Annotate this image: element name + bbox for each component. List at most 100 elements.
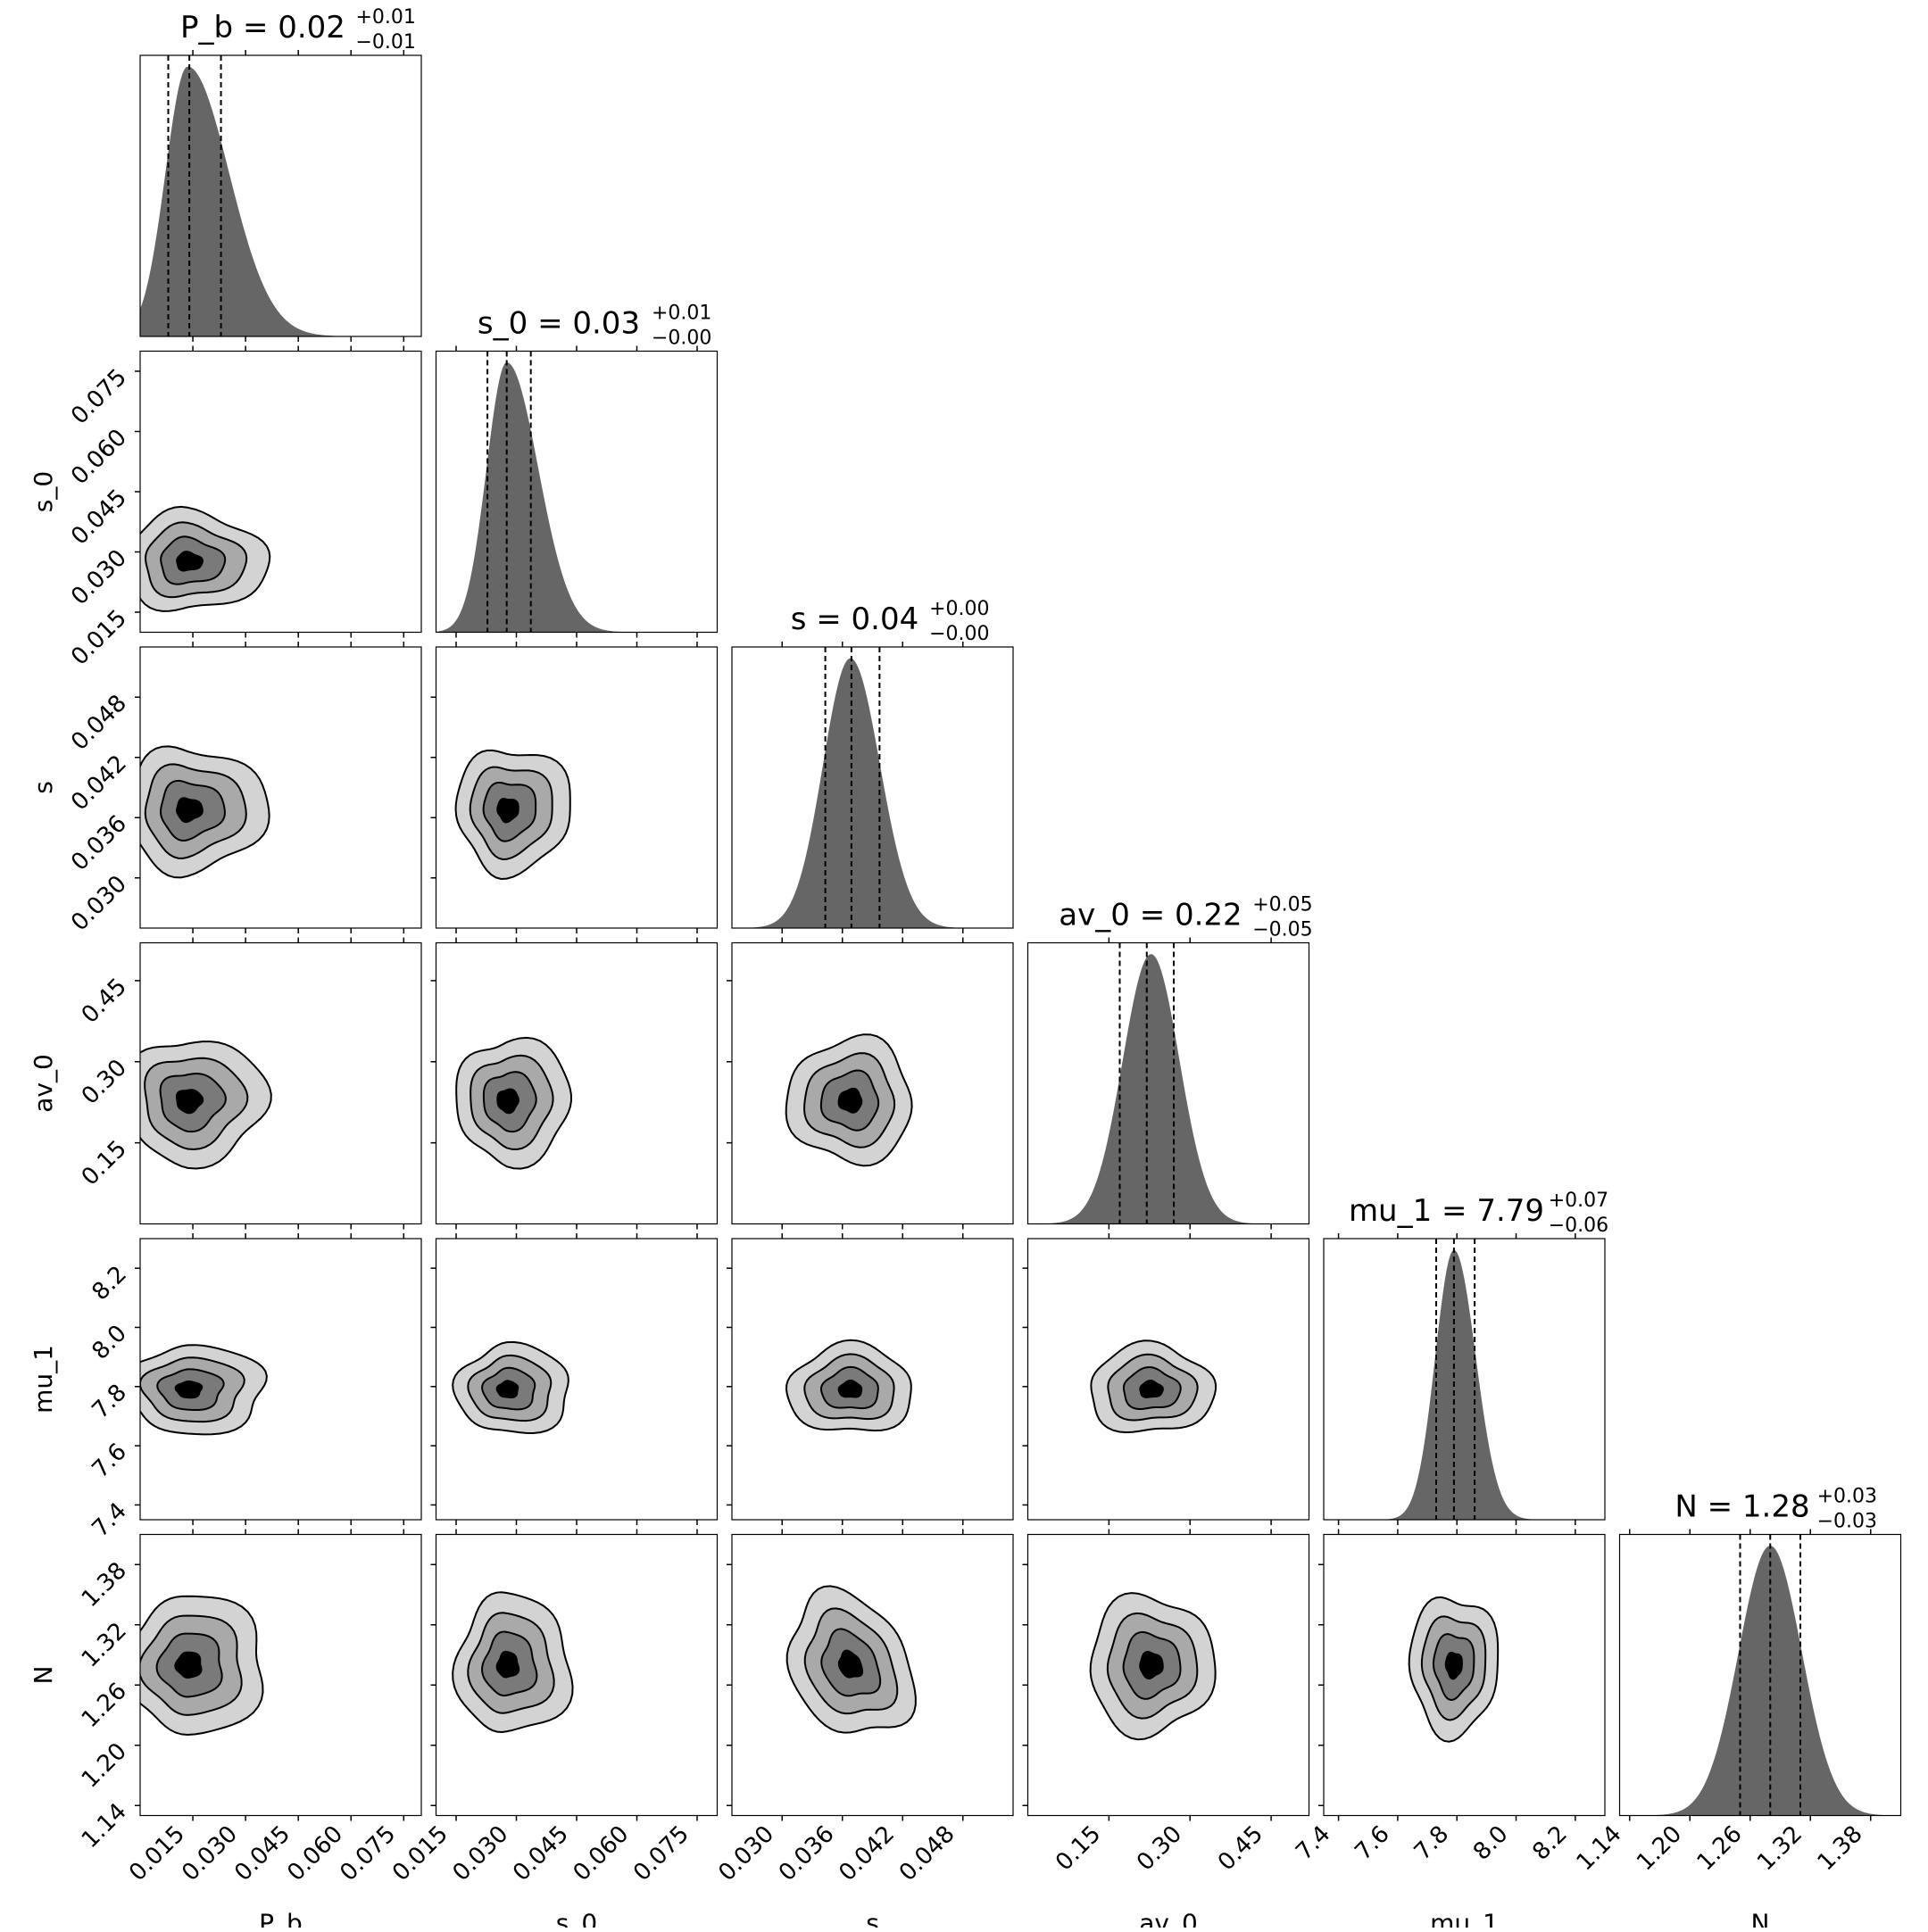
contour-level-3 xyxy=(175,1089,204,1115)
title-sub-N: −0.03 xyxy=(1817,1511,1877,1533)
x-tick-label-s_0: 0.030 xyxy=(448,1820,514,1886)
y-tick-label-mu_1: 8.2 xyxy=(87,1261,131,1306)
y-tick-label-s_0: 0.015 xyxy=(66,605,132,671)
y-axis-label-av_0: av_0 xyxy=(29,1054,58,1113)
y-tick-label-N: 1.20 xyxy=(77,1737,132,1793)
x-tick-label-av_0: 0.45 xyxy=(1213,1820,1268,1876)
hist-panel-s_0: s_0 = 0.03 +0.01 −0.00 xyxy=(435,303,719,638)
contour-panel-av_0-vs-mu_1 xyxy=(1022,1233,1310,1525)
title-av_0: av_0 = 0.22 xyxy=(1059,898,1242,933)
x-tick-label-P_b: 0.045 xyxy=(229,1820,295,1886)
contour-panel-s-vs-av_0 xyxy=(727,937,1014,1230)
x-tick-label-s_0: 0.015 xyxy=(387,1820,453,1886)
hist-panel-N: N = 1.28 +0.03 −0.03 1.14 1.20 1.26 1.32 1.38 xyxy=(1572,1486,1902,1876)
title-P_b: P_b = 0.02 xyxy=(180,10,345,46)
x-tick-label-P_b: 0.075 xyxy=(335,1820,401,1886)
x-tick-label-P_b: 0.060 xyxy=(282,1820,348,1886)
histogram-av_0 xyxy=(1027,954,1309,1224)
contour-level-3 xyxy=(495,1380,519,1399)
contour-panel-av_0-vs-N: 0.15 0.30 0.45 xyxy=(1022,1529,1310,1876)
contour-panel-mu_1-vs-N: 7.4 7.6 7.8 8.0 8.2 xyxy=(1291,1529,1606,1866)
contour-panel-P_b-vs-av_0: 0.15 0.30 0.45 xyxy=(77,937,422,1230)
contour-panel-P_b-vs-mu_1: 7.4 7.6 7.8 8.0 8.2 xyxy=(87,1233,422,1543)
panel-frame xyxy=(139,1533,422,1817)
contour-level-3 xyxy=(837,1379,863,1398)
panel-frame xyxy=(731,646,1014,929)
title-mu_1: mu_1 = 7.79 xyxy=(1349,1193,1544,1229)
y-tick-label-av_0: 0.45 xyxy=(77,974,132,1029)
title-sup-s: +0.00 xyxy=(929,598,989,620)
x-tick-label-P_b: 0.030 xyxy=(177,1820,243,1886)
contour-level-3 xyxy=(837,1649,864,1679)
y-tick-label-av_0: 0.30 xyxy=(77,1055,132,1110)
panel-frame xyxy=(139,1238,422,1521)
title-sub-av_0: −0.05 xyxy=(1252,919,1312,941)
x-tick-label-N: 1.26 xyxy=(1692,1820,1748,1876)
contour-panel-s_0-vs-av_0 xyxy=(430,937,719,1230)
x-tick-label-mu_1: 7.4 xyxy=(1291,1820,1335,1865)
y-tick-label-N: 1.26 xyxy=(77,1678,132,1733)
x-tick-label-mu_1: 7.8 xyxy=(1409,1820,1454,1865)
histogram-s xyxy=(732,658,1013,928)
x-tick-label-s_0: 0.060 xyxy=(569,1820,635,1886)
x-tick-label-mu_1: 7.6 xyxy=(1350,1820,1394,1865)
y-tick-label-s_0: 0.060 xyxy=(66,424,132,490)
title-sup-s_0: +0.01 xyxy=(652,303,711,325)
y-tick-label-s_0: 0.045 xyxy=(66,485,132,551)
contour-level-3 xyxy=(496,798,519,824)
panel-frame xyxy=(139,941,422,1225)
x-axis-label-s: s xyxy=(866,1909,879,1928)
y-tick-label-s_0: 0.030 xyxy=(66,544,132,610)
y-tick-label-s_0: 0.075 xyxy=(66,364,132,430)
panel-frame xyxy=(731,1238,1014,1521)
contour-level-3 xyxy=(496,1088,519,1115)
title-sup-av_0: +0.05 xyxy=(1252,894,1312,916)
panel-frame xyxy=(139,646,422,929)
hist-panel-mu_1: mu_1 = 7.79 +0.07 −0.06 xyxy=(1323,1190,1608,1525)
y-axis-label-s_0: s_0 xyxy=(29,471,58,512)
contour-level-3 xyxy=(174,1651,203,1679)
x-tick-label-s: 0.048 xyxy=(894,1820,960,1886)
title-sub-s: −0.00 xyxy=(929,623,989,645)
x-axis-label-N: N xyxy=(1751,1909,1770,1928)
contour-level-3 xyxy=(1139,1651,1164,1680)
panel-frame xyxy=(731,1533,1014,1817)
y-axis-label-mu_1: mu_1 xyxy=(29,1345,58,1414)
contour-level-3 xyxy=(176,551,204,572)
title-sup-N: +0.03 xyxy=(1817,1486,1877,1508)
y-tick-label-av_0: 0.15 xyxy=(77,1135,132,1190)
y-tick-label-N: 1.32 xyxy=(77,1617,132,1672)
x-axis-label-s_0: s_0 xyxy=(556,1909,597,1928)
title-sub-s_0: −0.00 xyxy=(652,328,711,350)
histogram-s_0 xyxy=(436,362,718,633)
x-tick-label-mu_1: 8.2 xyxy=(1527,1820,1572,1865)
x-tick-label-N: 1.14 xyxy=(1572,1820,1627,1876)
panel-frame xyxy=(139,54,422,337)
x-tick-label-av_0: 0.30 xyxy=(1132,1820,1187,1876)
panel-frame xyxy=(1026,1238,1310,1521)
title-N: N = 1.28 xyxy=(1675,1489,1809,1525)
hist-panel-s: s = 0.04 +0.00 −0.00 xyxy=(731,598,1014,933)
x-tick-label-P_b: 0.015 xyxy=(124,1820,190,1886)
x-tick-label-s: 0.036 xyxy=(774,1820,840,1886)
x-tick-label-N: 1.32 xyxy=(1752,1820,1808,1876)
contour-level-3 xyxy=(495,1650,520,1679)
histogram-mu_1 xyxy=(1324,1249,1605,1520)
y-tick-label-mu_1: 7.4 xyxy=(87,1497,131,1542)
panel-frame xyxy=(1026,941,1310,1225)
histogram-N xyxy=(1619,1546,1901,1816)
title-s: s = 0.04 xyxy=(791,601,919,637)
y-tick-label-s: 0.036 xyxy=(66,810,132,876)
hist-panel-P_b: P_b = 0.02 +0.01−0.01 xyxy=(139,6,422,342)
y-axis-label-s: s xyxy=(29,781,58,794)
title-sub-P_b: −0.01 xyxy=(356,31,416,54)
panel-frame xyxy=(1323,1533,1606,1817)
y-tick-label-s: 0.048 xyxy=(66,690,132,756)
panel-frame xyxy=(1618,1533,1902,1817)
